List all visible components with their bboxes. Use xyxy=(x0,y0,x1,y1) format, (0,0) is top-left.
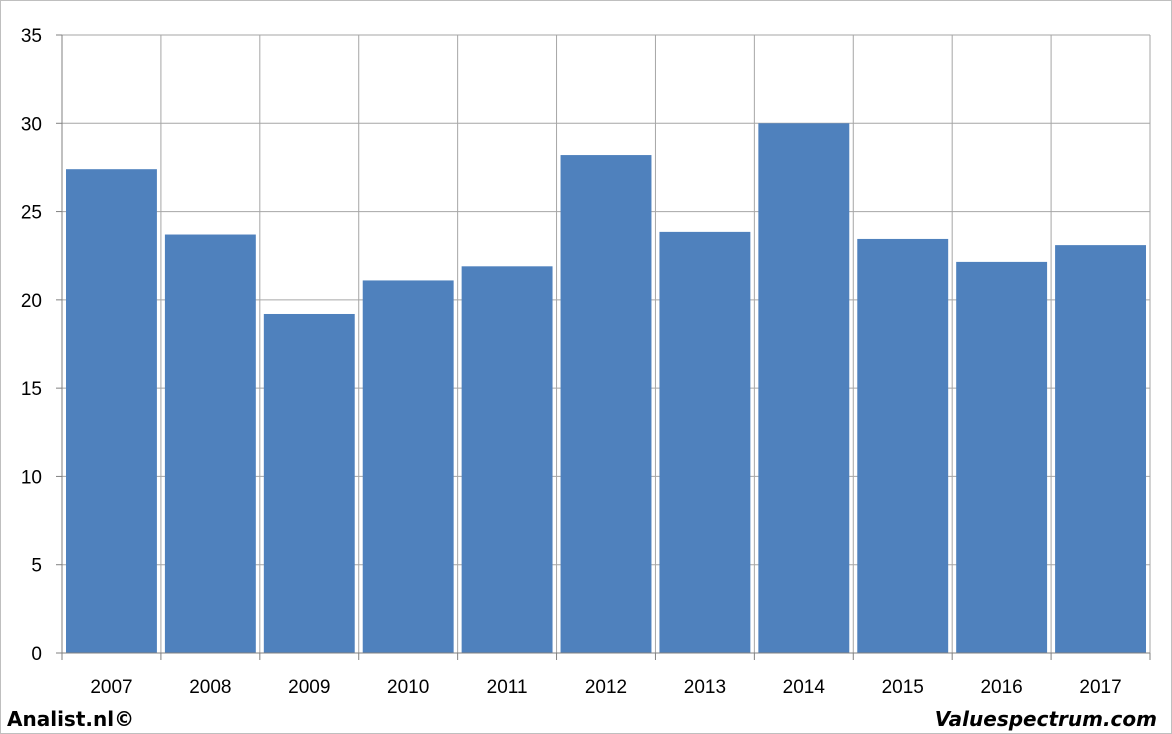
bar-2017 xyxy=(1055,245,1146,653)
bar-2010 xyxy=(362,280,454,653)
bar-2016 xyxy=(956,261,1048,653)
footer-source: Valuespectrum.com xyxy=(934,707,1157,731)
x-tick-label: 2013 xyxy=(684,677,726,698)
bar-2008 xyxy=(164,234,256,654)
x-tick-label: 2015 xyxy=(882,677,924,698)
y-tick-label: 35 xyxy=(21,26,42,47)
x-tick-label: 2016 xyxy=(980,677,1022,698)
bar-2014 xyxy=(758,123,850,654)
x-tick-label: 2009 xyxy=(288,677,330,698)
x-tick-label: 2014 xyxy=(783,677,826,698)
bar-2011 xyxy=(461,266,553,653)
y-tick-label: 25 xyxy=(21,203,42,224)
y-tick-label: 0 xyxy=(31,644,42,665)
x-tick-label: 2008 xyxy=(189,677,231,698)
bar-2007 xyxy=(66,169,157,654)
y-tick-label: 20 xyxy=(21,291,42,312)
x-tick-label: 2017 xyxy=(1079,677,1121,698)
axes xyxy=(56,34,1151,660)
y-tick-label: 30 xyxy=(21,114,42,135)
y-tick-label: 15 xyxy=(21,379,42,400)
bar-2013 xyxy=(659,231,751,653)
x-tick-label: 2010 xyxy=(387,677,429,698)
x-tick-labels: 2007 2008 2009 2010 2011 2012 2013 2014 2015 2016… xyxy=(90,677,1121,698)
y-tick-label: 5 xyxy=(31,556,42,577)
bar-2015 xyxy=(857,238,949,653)
x-tick-label: 2011 xyxy=(487,677,528,698)
y-tick-labels: 0 5 10 15 20 25 30 35 xyxy=(21,26,42,665)
bars xyxy=(66,123,1146,654)
x-tick-label: 2007 xyxy=(90,677,132,698)
footer-credit: Analist.nl© xyxy=(7,707,135,731)
bar-2012 xyxy=(560,155,652,653)
y-tick-label: 10 xyxy=(21,467,42,488)
bar-2009 xyxy=(263,313,355,653)
x-tick-label: 2012 xyxy=(585,677,627,698)
